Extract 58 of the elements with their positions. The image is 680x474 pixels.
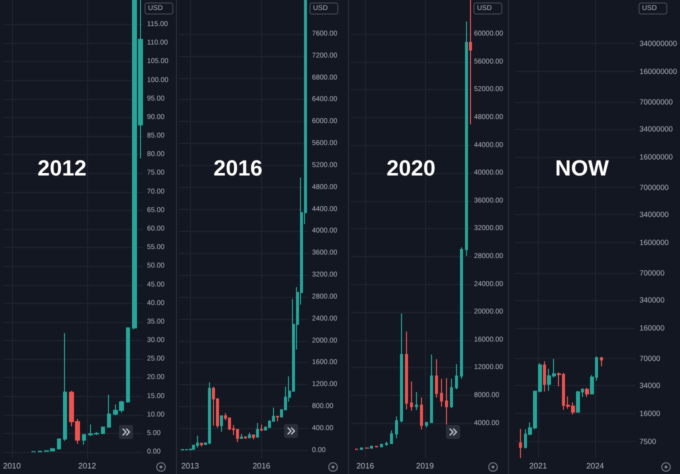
text: 2012 (38, 156, 86, 180)
candlestick (63, 332, 67, 442)
x-tick-label: 2010 (3, 462, 22, 470)
candlestick (200, 442, 203, 448)
candlestick (440, 378, 443, 408)
candlestick (248, 432, 251, 439)
candlestick (126, 327, 130, 404)
candlestick (455, 364, 458, 390)
candlestick (276, 416, 279, 422)
candlestick (576, 390, 580, 413)
candlestick (420, 397, 423, 430)
candlestick (240, 433, 243, 440)
candlestick (430, 354, 433, 424)
candlestick (212, 386, 215, 426)
x-tick-label: 2016 (252, 462, 271, 470)
candlestick (395, 416, 398, 439)
candlestick (196, 435, 199, 448)
x-tick-label: 2024 (586, 462, 605, 470)
candlestick (390, 430, 393, 444)
candlestick (435, 358, 438, 398)
candlestick (385, 441, 388, 446)
candlestick (380, 444, 383, 448)
candlestick (101, 426, 105, 434)
candlestick (410, 381, 413, 412)
candlestick (600, 356, 603, 367)
candlestick (256, 422, 259, 438)
candlestick (445, 378, 448, 426)
candlestick (405, 331, 408, 410)
candlestick (260, 424, 263, 432)
text: NOW (555, 156, 610, 180)
candlestick (236, 428, 239, 443)
candlestick (415, 391, 418, 411)
candlestick (244, 436, 247, 440)
candlestick (107, 394, 111, 428)
candlestick (425, 421, 428, 428)
candlestick (252, 434, 255, 440)
candlestick (519, 428, 522, 458)
candlestick (220, 415, 223, 432)
x-tick-label: 2012 (78, 462, 97, 470)
candlestick (370, 445, 373, 449)
text: 2020 (386, 156, 436, 180)
candlestick (585, 387, 589, 398)
candlestick (450, 378, 453, 408)
x-tick-label: 2021 (529, 462, 548, 470)
candlestick (360, 447, 363, 450)
candlestick (82, 434, 86, 446)
text: 2016 (214, 156, 262, 180)
candlestick (228, 416, 231, 431)
candlestick (57, 438, 61, 450)
x-tick-label: 2019 (416, 462, 434, 470)
candlestick (465, 21, 468, 256)
x-tick-label: 2016 (356, 462, 375, 470)
candlestick (400, 312, 403, 423)
candlestick (543, 360, 546, 392)
candlestick (469, 0, 472, 125)
x-tick-label: 2013 (181, 462, 200, 470)
candlestick (460, 246, 463, 380)
candlestick (208, 382, 211, 445)
